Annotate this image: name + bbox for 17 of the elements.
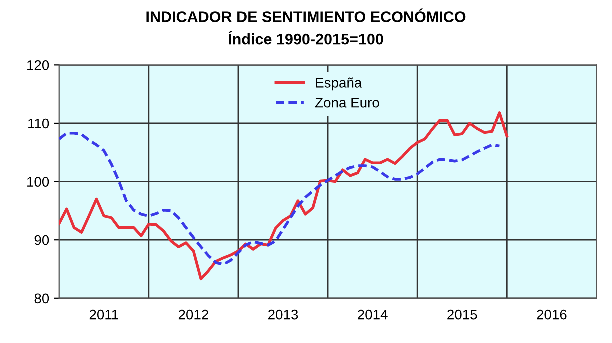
x-tick-label: 2015 [448,310,478,320]
chart-subtitle: Índice 1990-2015=100 [228,31,384,45]
y-tick-label: 120 [28,60,50,70]
line-series [59,112,509,281]
x-tick-label: 2012 [178,310,208,320]
legend-label: Zona Euro [315,98,380,108]
y-tick-label: 110 [28,118,50,129]
y-tick-label: 90 [34,235,50,246]
chart-title: INDICADOR DE SENTIMIENTO ECONÓMICO [146,8,466,22]
x-tick-label: 2016 [537,310,567,320]
x-tick-label: 2011 [90,310,118,320]
legend-label: España [316,78,362,91]
x-tick-label: 2013 [268,310,298,320]
line-series [59,132,502,266]
y-tick-label: 100 [28,177,50,187]
y-tick-label: 80 [34,294,50,304]
x-tick-label: 2014 [358,310,388,320]
